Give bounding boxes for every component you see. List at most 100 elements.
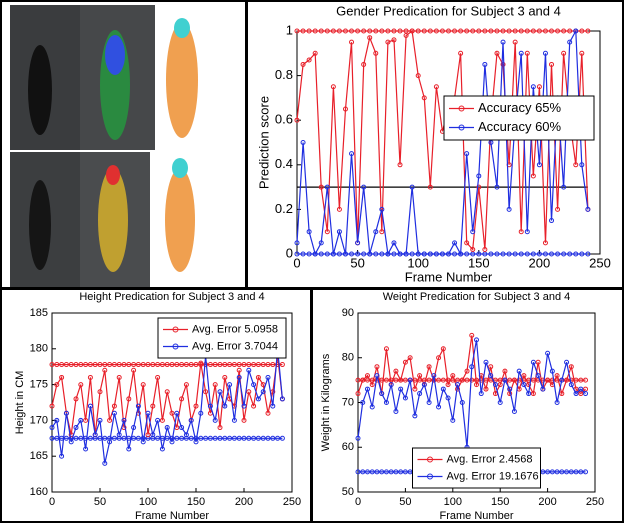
reference-marker	[379, 28, 385, 34]
reference-marker	[164, 362, 170, 368]
reference-marker	[342, 28, 348, 34]
reference-marker	[222, 435, 228, 441]
data-point	[494, 184, 500, 190]
reference-marker	[246, 435, 252, 441]
legend-label: Avg. Error 5.0958	[192, 323, 278, 335]
data-point	[198, 410, 204, 416]
reference-marker	[379, 251, 385, 257]
reference-marker	[145, 362, 151, 368]
data-point	[342, 251, 348, 257]
reference-marker	[573, 469, 579, 475]
data-point	[452, 240, 458, 246]
reference-marker	[361, 28, 367, 34]
reference-marker	[121, 435, 127, 441]
reference-marker	[427, 28, 433, 34]
data-point	[54, 382, 60, 388]
reference-marker	[516, 377, 522, 383]
reference-marker	[207, 362, 213, 368]
reference-marker	[349, 251, 355, 257]
data-point	[251, 382, 257, 388]
data-point	[97, 417, 103, 423]
x-tick-label: 200	[529, 255, 551, 270]
reference-marker	[68, 362, 74, 368]
data-point	[415, 73, 421, 79]
x-tick-label: 250	[283, 496, 301, 508]
reference-marker	[78, 362, 84, 368]
reference-marker	[555, 28, 561, 34]
data-point	[68, 439, 74, 445]
data-point	[535, 373, 541, 379]
data-point	[415, 251, 421, 257]
reference-marker	[116, 362, 122, 368]
panel-border	[311, 288, 624, 523]
reference-marker	[87, 362, 93, 368]
reference-marker	[111, 435, 117, 441]
data-point	[549, 368, 555, 374]
data-point	[212, 417, 218, 423]
data-point	[83, 446, 89, 452]
reference-marker	[373, 251, 379, 257]
data-point	[446, 251, 451, 257]
data-point	[567, 39, 573, 45]
data-point	[530, 84, 536, 90]
data-point	[212, 382, 218, 388]
data-point	[512, 39, 518, 45]
x-tick-label: 0	[49, 496, 55, 508]
reference-marker	[402, 469, 408, 475]
y-axis-label: Height in CM	[14, 371, 26, 435]
data-point	[433, 251, 439, 257]
data-point	[159, 417, 165, 423]
data-point	[427, 184, 433, 190]
reference-marker	[367, 28, 373, 34]
data-point	[193, 403, 199, 409]
data-point	[145, 410, 151, 416]
reference-marker	[107, 362, 113, 368]
x-tick-label: 50	[399, 496, 411, 508]
reference-marker	[188, 435, 194, 441]
data-point	[391, 240, 397, 246]
data-point	[455, 382, 461, 388]
data-point	[530, 391, 536, 397]
reference-marker	[222, 362, 228, 368]
reference-marker	[446, 28, 451, 34]
y-tick-label: 175	[30, 379, 48, 391]
reference-marker	[391, 251, 397, 257]
data-point	[367, 251, 373, 257]
data-point	[374, 364, 380, 370]
data-point	[478, 391, 484, 397]
x-tick-label: 200	[538, 496, 556, 508]
y-axis-label: Weight in Kilograms	[320, 353, 332, 451]
reference-marker	[549, 28, 555, 34]
reference-marker	[217, 362, 223, 368]
data-point	[450, 373, 456, 379]
data-point	[421, 95, 427, 101]
legend-marker	[458, 124, 465, 131]
reference-marker	[212, 362, 218, 368]
data-point	[476, 184, 482, 190]
data-point	[502, 377, 508, 383]
data-point	[379, 391, 385, 397]
reference-marker	[391, 28, 397, 34]
reference-marker	[324, 28, 330, 34]
data-point	[222, 403, 228, 409]
data-point	[459, 377, 465, 383]
data-point	[573, 391, 579, 397]
reference-marker	[374, 469, 380, 475]
legend-marker	[427, 473, 433, 480]
data-point	[251, 403, 257, 409]
y-tick-label: 160	[30, 486, 48, 498]
reference-marker	[488, 251, 494, 257]
reference-marker	[585, 28, 591, 34]
reference-marker	[246, 362, 252, 368]
body-model	[165, 168, 195, 272]
data-point	[483, 386, 489, 392]
data-point	[559, 377, 565, 383]
legend	[412, 447, 541, 489]
reference-marker	[179, 362, 185, 368]
reference-marker	[536, 251, 542, 257]
reference-marker	[97, 362, 103, 368]
data-point	[583, 391, 589, 397]
data-point	[526, 391, 532, 397]
data-point	[393, 408, 399, 414]
reference-marker	[470, 28, 476, 34]
